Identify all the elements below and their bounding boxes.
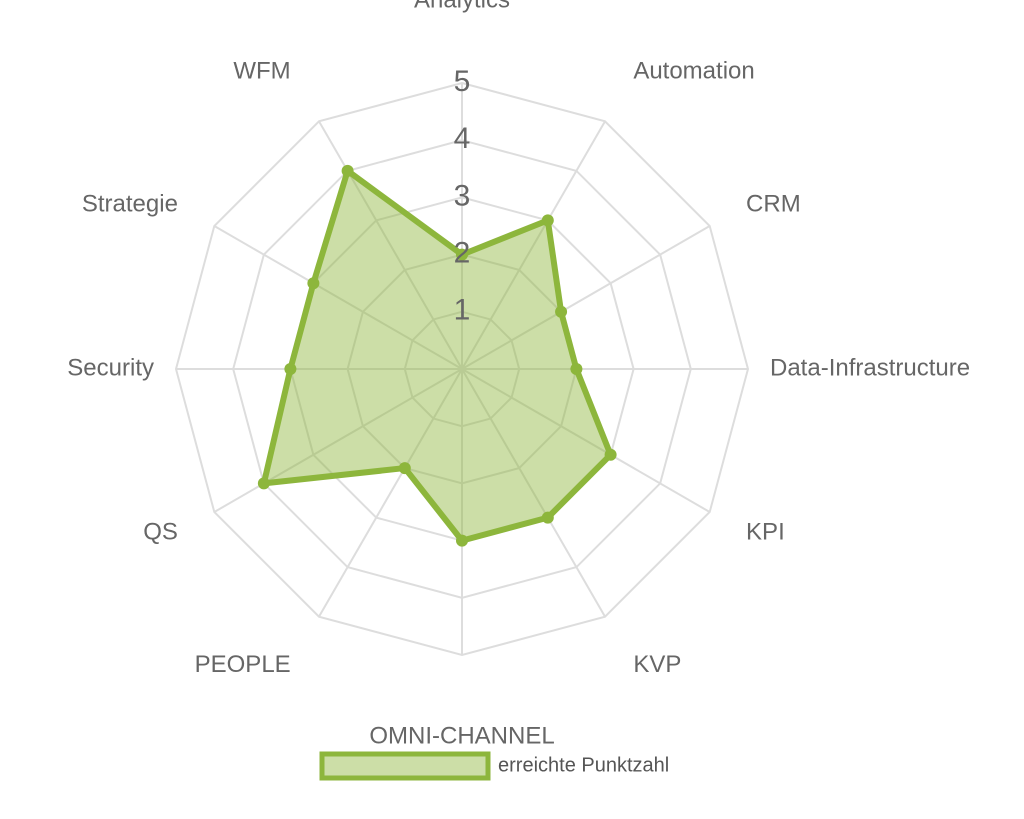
data-point <box>604 448 617 461</box>
grid-spoke <box>461 120 606 370</box>
tick-label: 3 <box>454 179 471 212</box>
category-label: CRM <box>746 190 801 217</box>
category-label: Security <box>67 354 154 381</box>
tick-label: 5 <box>454 65 471 98</box>
category-label: KVP <box>633 651 681 678</box>
category-label: PEOPLE <box>195 651 291 678</box>
grid-spoke <box>318 120 463 370</box>
category-label: Automation <box>633 58 754 85</box>
category-label: WFM <box>233 58 290 85</box>
data-point <box>341 164 354 177</box>
grid-spoke <box>213 225 463 370</box>
series-area <box>260 167 614 544</box>
data-point <box>456 248 468 261</box>
data-point <box>456 534 468 547</box>
category-label: QS <box>143 518 178 545</box>
category-label: KPI <box>746 518 785 545</box>
legend-label: erreichte Punktzahl <box>498 754 669 776</box>
data-point <box>284 363 297 375</box>
grid-spoke <box>461 368 606 618</box>
tick-label: 1 <box>454 294 471 327</box>
data-point <box>541 214 554 227</box>
data-point <box>307 277 320 290</box>
data-point <box>398 462 411 475</box>
category-label: Strategie <box>82 190 178 217</box>
data-point <box>257 477 270 490</box>
grid-spoke <box>213 368 463 513</box>
grid-spoke <box>318 368 463 618</box>
category-label: Analytics <box>414 0 510 13</box>
legend-swatch <box>319 751 491 781</box>
data-point <box>555 305 568 318</box>
category-label: Data-Infrastructure <box>770 354 970 381</box>
data-point <box>570 363 583 375</box>
tick-label: 2 <box>454 237 471 270</box>
data-point <box>541 511 554 524</box>
grid-spoke <box>461 368 711 513</box>
tick-label: 4 <box>454 122 471 155</box>
grid-spoke <box>461 225 711 370</box>
category-label: OMNI-CHANNEL <box>369 722 554 749</box>
